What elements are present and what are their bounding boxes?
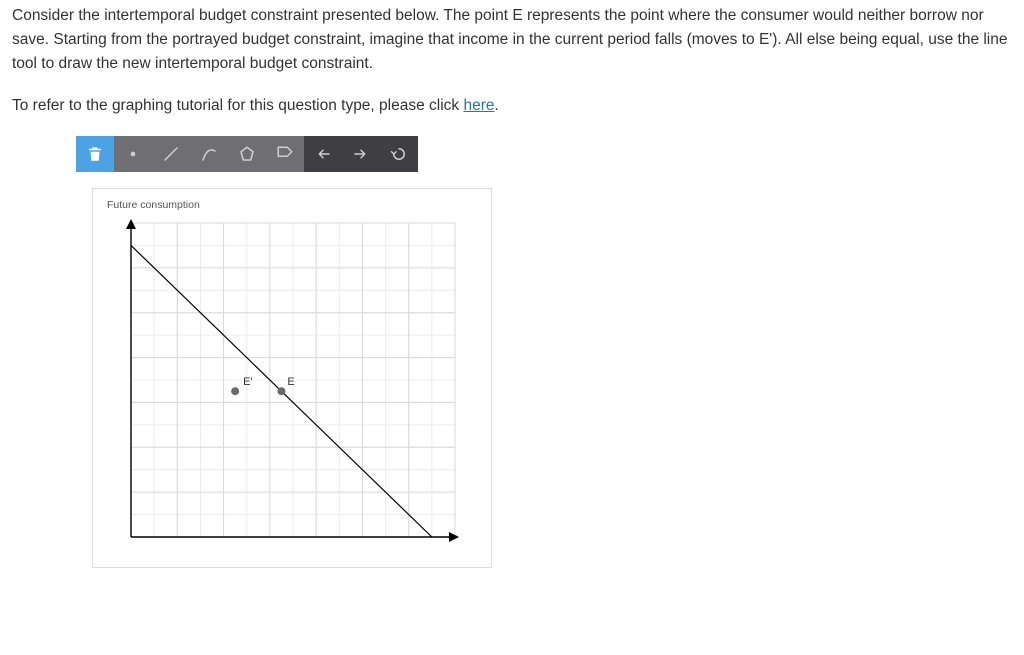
point-label-E': E'	[243, 376, 252, 388]
tutorial-link[interactable]: here	[463, 97, 494, 114]
curve-tool[interactable]	[190, 136, 228, 172]
line-tool[interactable]	[152, 136, 190, 172]
question-p2: To refer to the graphing tutorial for th…	[12, 94, 1012, 118]
region-tool[interactable]	[228, 136, 266, 172]
graph-toolbar	[76, 136, 1012, 172]
label-tool[interactable]	[266, 136, 304, 172]
reset-tool[interactable]	[380, 136, 418, 172]
question-text: Consider the intertemporal budget constr…	[12, 4, 1012, 118]
undo-tool[interactable]	[304, 136, 342, 172]
point-label-E: E	[287, 376, 294, 388]
point-E'[interactable]	[231, 387, 239, 395]
y-axis-label: Future consumption	[107, 199, 481, 211]
redo-tool[interactable]	[342, 136, 380, 172]
question-p1: Consider the intertemporal budget constr…	[12, 4, 1012, 76]
point-tool[interactable]	[114, 136, 152, 172]
delete-tool[interactable]	[76, 136, 114, 172]
chart-panel: Future consumption E' E	[92, 188, 492, 568]
budget-chart[interactable]: E' E	[103, 217, 463, 557]
point-E[interactable]	[277, 387, 285, 395]
